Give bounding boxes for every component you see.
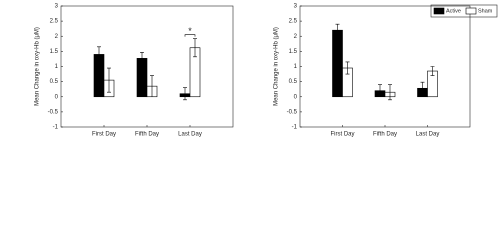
significance-bracket <box>184 34 196 37</box>
y-tick-label: 1 <box>55 64 59 70</box>
figure: Mean Change in oxy-Hb (μM) -1 -0.5 0 0.5 1 1.5… <box>35 4 498 138</box>
y-tick-label: 3 <box>294 4 298 10</box>
y-tick-label: 2.5 <box>50 19 59 25</box>
error-bar <box>430 66 435 76</box>
error-bar <box>193 38 197 58</box>
error-bar <box>97 46 101 63</box>
legend-swatch <box>465 7 477 15</box>
error-bar <box>150 75 154 98</box>
y-tick-label: 3 <box>55 4 59 10</box>
y-tick-label: 0.5 <box>289 79 298 85</box>
bar <box>332 29 343 98</box>
x-tick-label: Last Day <box>178 132 202 138</box>
y-tick-label: -1 <box>292 125 298 131</box>
y-tick-label: 1 <box>294 64 298 70</box>
axes-box <box>299 5 471 128</box>
y-tick-label: -1 <box>53 125 59 131</box>
legend-label: Active <box>446 8 461 14</box>
legend-box <box>430 4 498 18</box>
error-bar <box>345 61 350 75</box>
x-tick-label: First Day <box>92 132 116 138</box>
y-tick-label: 2.5 <box>289 19 298 25</box>
y-axis-label: Mean Change in oxy-Hb (μM) <box>35 27 41 106</box>
error-bar <box>140 51 144 65</box>
error-bar <box>378 84 382 98</box>
y-axis-label: Mean Change in oxy-Hb (μM) <box>274 27 280 106</box>
legend-label: Sham <box>478 8 493 14</box>
y-tick-label: 2 <box>294 34 298 40</box>
error-bar <box>183 87 187 101</box>
error-bar <box>388 84 392 101</box>
y-tick-label: 1.5 <box>50 49 59 55</box>
y-tick-label: -0.5 <box>287 109 298 115</box>
significance-marker: * <box>188 26 192 36</box>
error-bar <box>420 81 425 95</box>
y-tick-label: 0 <box>55 94 59 100</box>
x-tick-label: Fifth Day <box>135 132 159 138</box>
x-tick-label: First Day <box>331 132 355 138</box>
x-tick-label: Fifth Day <box>373 132 397 138</box>
error-bar <box>335 23 340 37</box>
error-bar <box>107 67 111 93</box>
legend-swatch <box>433 7 445 15</box>
x-tick-label: Last Day <box>416 132 440 138</box>
y-tick-label: 1.5 <box>289 49 298 55</box>
y-tick-label: 2 <box>55 34 59 40</box>
y-tick-label: 0 <box>294 94 298 100</box>
y-tick-label: 0.5 <box>50 79 59 85</box>
y-tick-label: -0.5 <box>48 109 59 115</box>
